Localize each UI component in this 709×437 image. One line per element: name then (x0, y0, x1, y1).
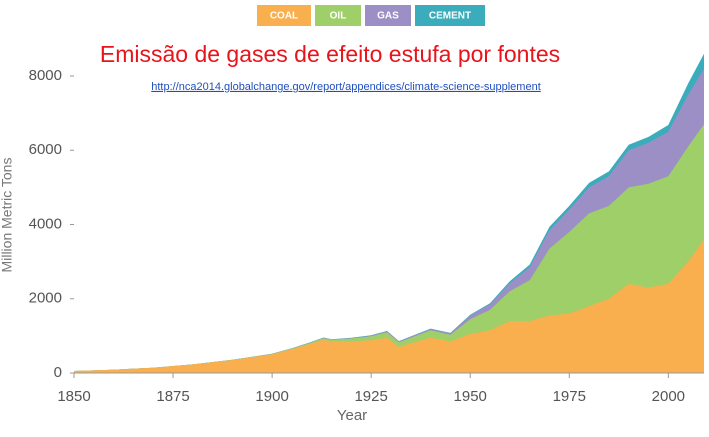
x-tick-label: 1925 (354, 388, 387, 405)
legend-swatch (365, 5, 411, 26)
legend-item[interactable]: CEMENT (415, 5, 485, 26)
x-axis-label: Year (337, 407, 367, 424)
y-axis-label: Million Metric Tons (0, 158, 15, 273)
legend-label: CEMENT (429, 11, 471, 22)
y-tick-label: 0 (54, 364, 62, 381)
legend-label: OIL (330, 11, 347, 22)
x-tick-label: 1950 (454, 388, 487, 405)
y-tick-label: 2000 (29, 290, 62, 307)
source-link[interactable]: http://nca2014.globalchange.gov/report/a… (151, 81, 541, 93)
x-tick-label: 1875 (156, 388, 189, 405)
legend-item[interactable]: GAS (365, 5, 411, 26)
legend-swatch (415, 5, 485, 26)
legend-label: COAL (270, 11, 298, 22)
legend-swatch (315, 5, 361, 26)
x-tick-label: 1900 (255, 388, 288, 405)
legend-item[interactable]: COAL (257, 5, 311, 26)
legend-label: GAS (377, 11, 399, 22)
y-tick-label: 8000 (29, 67, 62, 84)
legend-item[interactable]: OIL (315, 5, 361, 26)
x-tick-label: 1975 (553, 388, 586, 405)
y-tick-label: 4000 (29, 215, 62, 232)
y-tick-label: 6000 (29, 141, 62, 158)
x-tick-label: 2000 (652, 388, 685, 405)
chart-title: Emissão de gases de efeito estufa por fo… (100, 41, 560, 67)
area (74, 239, 704, 373)
area (74, 124, 704, 373)
legend-swatch (257, 5, 311, 26)
x-tick-label: 1850 (57, 388, 90, 405)
